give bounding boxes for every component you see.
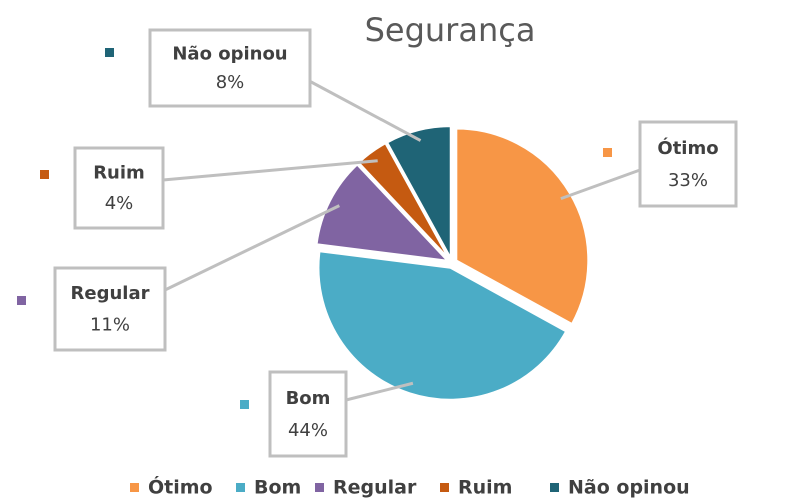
pie-slice <box>315 163 451 263</box>
legend-label: Regular <box>333 477 417 499</box>
callout-value: 33% <box>668 170 708 191</box>
callout-box <box>53 266 167 352</box>
leader-line <box>162 159 378 182</box>
legend-label: Não opinou <box>568 477 690 499</box>
callout-category: Bom <box>286 388 331 409</box>
leader-line <box>299 74 422 142</box>
callout-marker <box>603 148 612 157</box>
legend-swatch <box>236 483 245 492</box>
callout-value: 4% <box>105 193 134 214</box>
callout-marker <box>240 400 249 409</box>
callout-marker <box>105 48 114 57</box>
leader-line <box>345 381 414 402</box>
legend-swatch <box>440 483 449 492</box>
legend-label: Ruim <box>458 477 512 499</box>
chart-title: Segurança <box>365 11 536 49</box>
legend-label: Bom <box>254 477 301 499</box>
pie-slice <box>455 127 590 326</box>
legend-swatch <box>550 483 559 492</box>
legend-label: Ótimo <box>148 475 213 499</box>
callout-box <box>148 28 312 108</box>
callout-category: Ruim <box>93 163 145 184</box>
leader-line <box>164 204 340 292</box>
callout-marker <box>40 170 49 179</box>
callout-category: Ótimo <box>657 137 718 159</box>
callout-value: 11% <box>90 314 130 335</box>
legend-swatch <box>315 483 324 492</box>
callout-category: Não opinou <box>172 43 287 64</box>
legend-swatch <box>130 483 139 492</box>
callout-box <box>73 146 165 230</box>
callout-marker <box>17 296 26 305</box>
leader-line <box>560 168 641 201</box>
callout-box <box>268 370 348 458</box>
callout-value: 8% <box>216 72 245 93</box>
callout-value: 44% <box>288 420 328 441</box>
pie-slice <box>385 125 452 259</box>
pie-slice <box>317 250 568 401</box>
callout-box <box>638 120 738 208</box>
callout-category: Regular <box>71 283 150 304</box>
